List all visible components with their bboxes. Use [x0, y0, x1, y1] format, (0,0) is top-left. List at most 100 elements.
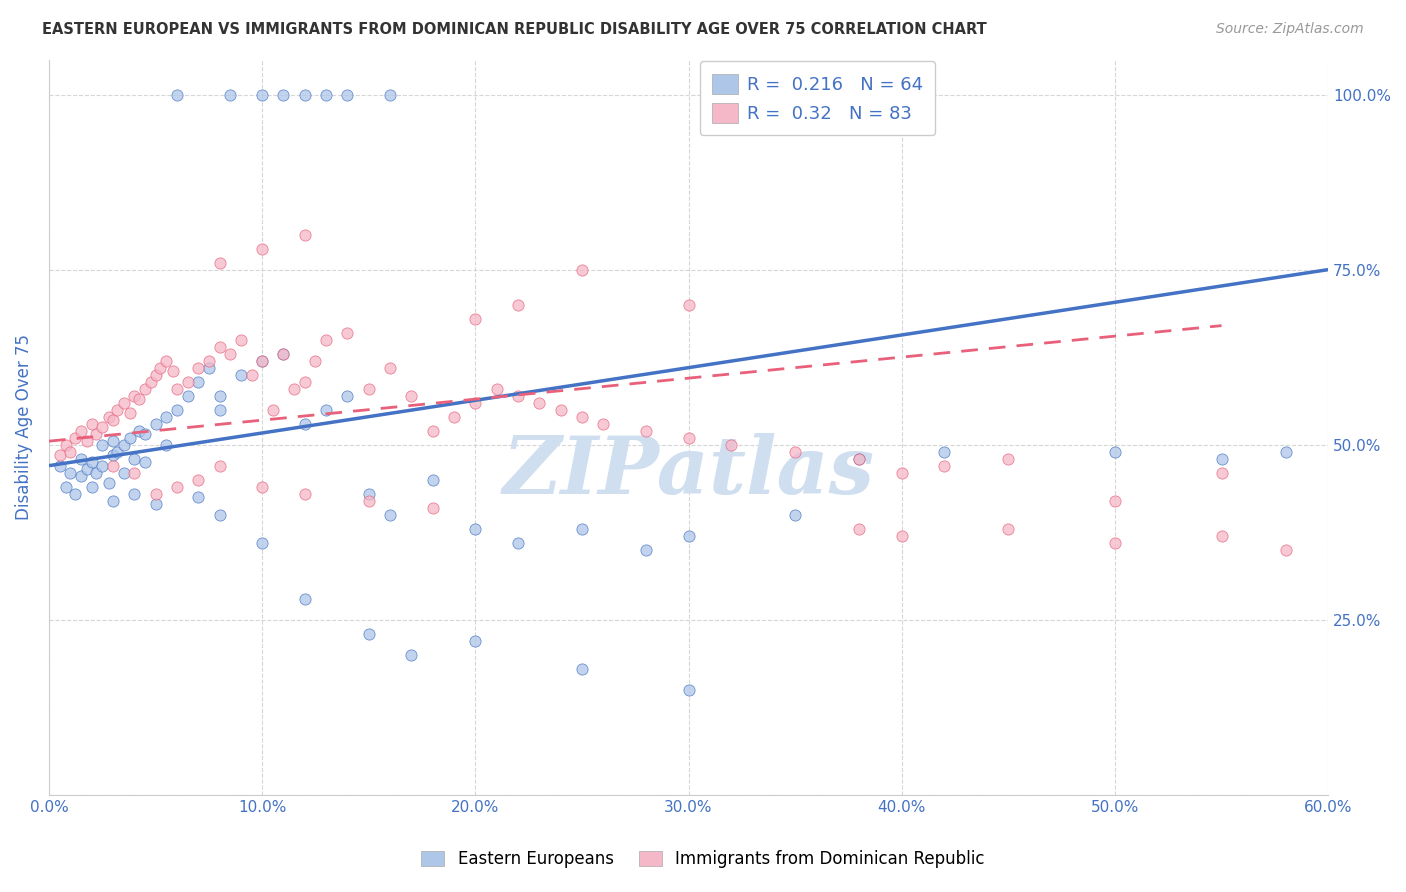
Point	[357, 626, 380, 640]
Point	[1274, 444, 1296, 458]
Point	[571, 409, 593, 424]
Point	[187, 360, 209, 375]
Point	[166, 480, 188, 494]
Point	[336, 87, 359, 102]
Point	[422, 424, 444, 438]
Point	[229, 333, 252, 347]
Legend: Eastern Europeans, Immigrants from Dominican Republic: Eastern Europeans, Immigrants from Domin…	[415, 844, 991, 875]
Point	[678, 529, 700, 543]
Point	[315, 402, 337, 417]
Point	[464, 633, 486, 648]
Point	[464, 395, 486, 409]
Point	[97, 476, 120, 491]
Point	[1104, 535, 1126, 549]
Point	[336, 326, 359, 340]
Point	[155, 409, 177, 424]
Point	[273, 346, 295, 360]
Point	[634, 542, 657, 557]
Point	[571, 522, 593, 536]
Point	[592, 417, 614, 431]
Point	[315, 87, 337, 102]
Point	[70, 469, 93, 483]
Point	[80, 417, 103, 431]
Point	[294, 375, 316, 389]
Point	[112, 395, 135, 409]
Point	[720, 437, 742, 451]
Point	[401, 389, 423, 403]
Point	[128, 392, 150, 406]
Point	[485, 382, 508, 396]
Point	[176, 389, 198, 403]
Point	[997, 522, 1019, 536]
Point	[997, 451, 1019, 466]
Point	[294, 417, 316, 431]
Point	[273, 87, 295, 102]
Point	[294, 591, 316, 606]
Point	[76, 434, 98, 449]
Point	[378, 508, 401, 522]
Point	[848, 451, 870, 466]
Point	[219, 87, 242, 102]
Point	[336, 389, 359, 403]
Point	[91, 437, 114, 451]
Point	[273, 346, 295, 360]
Point	[112, 437, 135, 451]
Point	[134, 455, 156, 469]
Point	[1211, 451, 1233, 466]
Point	[262, 402, 284, 417]
Point	[155, 353, 177, 368]
Point	[55, 437, 77, 451]
Point	[208, 389, 231, 403]
Point	[422, 473, 444, 487]
Y-axis label: Disability Age Over 75: Disability Age Over 75	[15, 334, 32, 520]
Point	[1211, 466, 1233, 480]
Point	[506, 389, 529, 403]
Point	[529, 395, 551, 409]
Point	[134, 427, 156, 442]
Point	[122, 466, 145, 480]
Point	[145, 368, 167, 382]
Point	[187, 490, 209, 504]
Point	[145, 417, 167, 431]
Point	[571, 662, 593, 676]
Point	[678, 682, 700, 697]
Point	[785, 444, 807, 458]
Point	[678, 431, 700, 445]
Point	[91, 458, 114, 473]
Point	[105, 444, 128, 458]
Point	[80, 455, 103, 469]
Point	[105, 402, 128, 417]
Point	[101, 448, 124, 462]
Point	[155, 437, 177, 451]
Point	[118, 406, 141, 420]
Point	[198, 353, 221, 368]
Point	[464, 522, 486, 536]
Point	[112, 466, 135, 480]
Text: EASTERN EUROPEAN VS IMMIGRANTS FROM DOMINICAN REPUBLIC DISABILITY AGE OVER 75 CO: EASTERN EUROPEAN VS IMMIGRANTS FROM DOMI…	[42, 22, 987, 37]
Point	[250, 535, 273, 549]
Point	[80, 480, 103, 494]
Point	[378, 360, 401, 375]
Point	[122, 486, 145, 500]
Point	[59, 444, 82, 458]
Point	[84, 427, 107, 442]
Point	[208, 255, 231, 269]
Text: ZIPatlas: ZIPatlas	[502, 433, 875, 510]
Text: Source: ZipAtlas.com: Source: ZipAtlas.com	[1216, 22, 1364, 37]
Point	[1211, 529, 1233, 543]
Point	[357, 382, 380, 396]
Point	[378, 87, 401, 102]
Point	[55, 480, 77, 494]
Point	[294, 486, 316, 500]
Point	[101, 413, 124, 427]
Point	[250, 87, 273, 102]
Point	[128, 424, 150, 438]
Point	[101, 434, 124, 449]
Point	[48, 448, 70, 462]
Point	[890, 529, 912, 543]
Point	[149, 360, 172, 375]
Point	[506, 535, 529, 549]
Point	[176, 375, 198, 389]
Point	[571, 262, 593, 277]
Point	[122, 389, 145, 403]
